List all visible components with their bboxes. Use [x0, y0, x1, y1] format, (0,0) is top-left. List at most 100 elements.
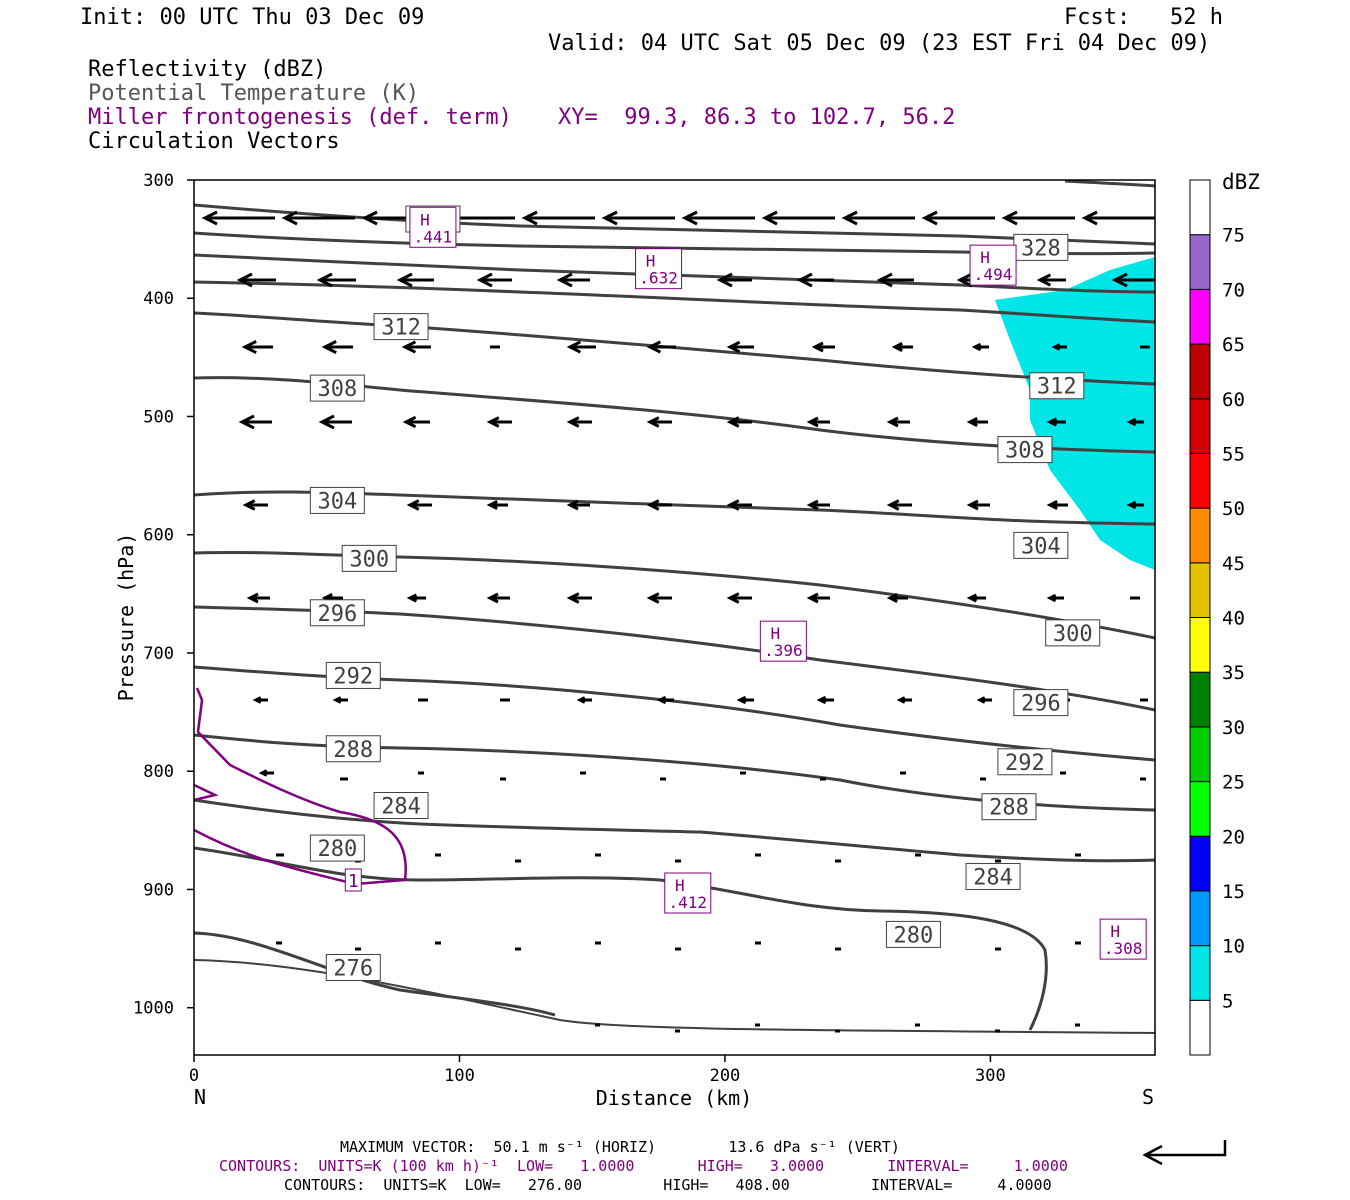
colorbar-swatch	[1189, 835, 1211, 892]
theta-contour-label: 284	[373, 792, 429, 820]
circulation-vector	[1051, 343, 1067, 351]
svg-text:292: 292	[1005, 751, 1045, 776]
colorbar-swatch	[1189, 671, 1211, 728]
circulation-vector	[646, 592, 672, 604]
colorbar-label: 50	[1222, 498, 1245, 520]
colorbar-swatch	[1189, 617, 1211, 673]
colorbar-label: 65	[1222, 334, 1245, 356]
circulation-vector	[252, 696, 268, 704]
init-time: Init: 00 UTC Thu 03 Dec 09	[80, 5, 425, 30]
y-tick-label: 800	[143, 762, 174, 782]
circulation-vector	[396, 272, 434, 288]
svg-text:288: 288	[989, 796, 1029, 821]
circulation-vector	[321, 340, 353, 354]
circulation-vector	[976, 696, 992, 704]
svg-text:292: 292	[333, 664, 373, 689]
colorbar-label: 75	[1222, 225, 1245, 247]
theta-320-contour	[194, 253, 1155, 294]
fronto-maximum-label: H.412	[664, 872, 712, 914]
circulation-vector	[401, 340, 431, 354]
theta-contour-label: 308	[997, 436, 1053, 464]
svg-text:296: 296	[1021, 692, 1061, 717]
theta-312-contour	[194, 311, 1155, 386]
theta-contour-label: 296	[1013, 689, 1069, 717]
svg-text:H: H	[1110, 922, 1120, 941]
svg-text:312: 312	[381, 316, 421, 341]
colorbar-title: dBZ	[1222, 170, 1260, 194]
circulation-vector	[896, 696, 912, 704]
theta-292-contour	[194, 665, 1155, 762]
circulation-vector	[406, 593, 426, 603]
circulation-vector	[761, 210, 835, 226]
colorbar: 5 10 15 20 25 30 35 40 45 50 55 60 65 70 75	[1189, 179, 1245, 1056]
circulation-vector	[486, 416, 512, 428]
circulation-vector	[876, 272, 914, 288]
svg-text:H: H	[771, 624, 781, 643]
field-reflectivity: Reflectivity (dBZ)	[88, 57, 327, 82]
colorbar-label: 70	[1222, 279, 1245, 301]
plot-frame	[193, 179, 1156, 1056]
colorbar-swatch	[1189, 288, 1211, 345]
svg-text:280: 280	[894, 923, 934, 948]
svg-text:.412: .412	[669, 893, 708, 912]
colorbar-label: 20	[1222, 826, 1245, 848]
fronto-maximum-label: H.632	[635, 248, 683, 290]
svg-text:.632: .632	[639, 269, 678, 288]
circulation-vector	[811, 341, 835, 353]
y-tick-label: 400	[143, 289, 174, 309]
frontogenesis-contour	[194, 687, 407, 886]
circulation-vector	[1126, 500, 1144, 510]
svg-text:1: 1	[348, 871, 359, 892]
svg-text:276: 276	[333, 957, 373, 982]
frontogenesis-contour-inner	[194, 783, 219, 802]
circulation-vector	[726, 499, 752, 511]
circulation-vector	[681, 210, 755, 226]
circulation-vector	[966, 593, 986, 603]
circulation-vector	[1036, 273, 1066, 287]
circulation-vector	[566, 499, 590, 511]
colorbar-label: 55	[1222, 443, 1245, 465]
circulation-vector	[566, 592, 592, 604]
theta-contour-label: 300	[1045, 619, 1101, 647]
colorbar-swatch	[1189, 398, 1211, 454]
reflectivity-area	[995, 257, 1155, 570]
circulation-vector	[726, 592, 752, 604]
colorbar-label: 10	[1222, 936, 1245, 958]
circulation-vector	[806, 416, 830, 428]
circulation-vector	[716, 272, 752, 288]
circulation-vector	[891, 342, 913, 352]
circulation-vector	[316, 272, 356, 288]
field-theta: Potential Temperature (K)	[88, 81, 420, 106]
circulation-vector	[1111, 272, 1155, 288]
svg-text:.494: .494	[974, 265, 1013, 284]
circulation-vector	[1126, 417, 1144, 427]
svg-text:H: H	[980, 248, 990, 267]
circulation-vector	[726, 416, 752, 428]
theta-contour-label: 304	[1013, 531, 1069, 559]
theta-276-contour	[194, 931, 556, 1017]
colorbar-label: 45	[1222, 553, 1245, 575]
circulation-vector	[486, 592, 510, 604]
theta-contour-label: 312	[373, 313, 429, 341]
circulation-vector	[241, 340, 273, 354]
y-axis-label: Pressure (hPa)	[114, 533, 138, 702]
colorbar-swatch	[1189, 507, 1211, 564]
y-tick-label: 1000	[133, 999, 174, 1019]
circulation-vector	[966, 417, 988, 427]
colorbar-label: 40	[1222, 608, 1245, 630]
circulation-vector	[566, 416, 592, 428]
circulation-vector	[246, 592, 270, 604]
valid-time: Valid: 04 UTC Sat 05 Dec 09 (23 EST Fri …	[548, 31, 1211, 56]
theta-contour-label: 288	[981, 793, 1037, 821]
theta-contour-label: 292	[325, 661, 381, 689]
svg-text:H: H	[420, 210, 430, 229]
fronto-maximum-label: H.308	[1099, 918, 1147, 960]
circulation-vector	[281, 210, 355, 226]
colorbar-swatch	[1189, 726, 1211, 783]
svg-text:280: 280	[317, 837, 357, 862]
svg-text:.396: .396	[764, 641, 803, 660]
circulation-vector	[886, 499, 912, 511]
circulation-vector	[406, 499, 432, 511]
colorbar-swatch	[1189, 343, 1211, 400]
circulation-vector	[566, 340, 596, 354]
